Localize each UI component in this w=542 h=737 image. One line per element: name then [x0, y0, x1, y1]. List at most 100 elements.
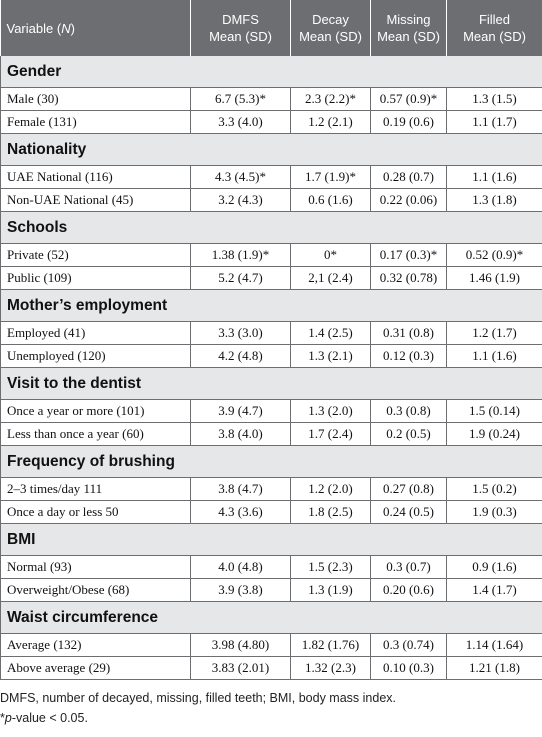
header-text: )	[70, 20, 75, 36]
data-row: UAE National (116) 4.3 (4.5)* 1.7 (1.9)* 0.…	[0, 165, 542, 189]
value-cell: 0.57 (0.9)*	[370, 87, 447, 111]
label-cell: UAE National (116)	[0, 165, 191, 189]
data-row: Once a year or more (101) 3.9 (4.7) 1.3 (2…	[0, 399, 542, 423]
header-text: Mean (SD)	[299, 29, 362, 44]
value-cell: 1.38 (1.9)*	[190, 243, 291, 267]
table-body: Gender Male (30) 6.7 (5.3)* 2.3 (2.2)* 0.57 …	[0, 56, 542, 680]
label-cell: Public (109)	[0, 266, 191, 290]
data-row: Public (109) 5.2 (4.7) 2,1 (2.4) 0.32 (0.78…	[0, 266, 542, 290]
footnotes: DMFS, number of decayed, missing, filled…	[0, 680, 542, 728]
label-cell: Once a year or more (101)	[0, 399, 191, 423]
header-cell: DMFS Mean (SD)	[190, 0, 291, 56]
value-cell: 1.14 (1.64)	[446, 633, 542, 657]
data-row: Once a day or less 50 4.3 (3.6) 1.8 (2.5) 0…	[0, 500, 542, 524]
value-cell: 1.7 (2.4)	[290, 422, 371, 446]
label-cell: Male (30)	[0, 87, 191, 111]
header-text: Variable (	[6, 20, 62, 36]
data-row: Less than once a year (60) 3.8 (4.0) 1.7 (…	[0, 422, 542, 446]
section-title: Waist circumference	[0, 601, 542, 634]
value-cell: 1.3 (2.0)	[290, 399, 371, 423]
header-text: Mean (SD)	[463, 29, 526, 44]
value-cell: 4.2 (4.8)	[190, 344, 291, 368]
header-row: Variable (N) DMFS Mean (SD) Decay Mean (SD)…	[0, 0, 542, 56]
section-title: Frequency of brushing	[0, 445, 542, 478]
value-cell: 0.31 (0.8)	[370, 321, 447, 345]
header-text: Missing	[386, 12, 431, 27]
value-cell: 1.3 (2.1)	[290, 344, 371, 368]
value-cell: 1.32 (2.3)	[290, 656, 371, 680]
value-cell: 0.28 (0.7)	[370, 165, 447, 189]
value-cell: 3.8 (4.7)	[190, 477, 291, 501]
label-cell: Overweight/Obese (68)	[0, 578, 191, 602]
value-cell: 1.2 (1.7)	[446, 321, 542, 345]
value-cell: 0.27 (0.8)	[370, 477, 447, 501]
data-row: Male (30) 6.7 (5.3)* 2.3 (2.2)* 0.57 (0.9)*…	[0, 87, 542, 111]
label-cell: Less than once a year (60)	[0, 422, 191, 446]
value-cell: 0.22 (0.06)	[370, 188, 447, 212]
value-cell: 3.3 (3.0)	[190, 321, 291, 345]
value-cell: 6.7 (5.3)*	[190, 87, 291, 111]
value-cell: 1.7 (1.9)*	[290, 165, 371, 189]
value-cell: 4.3 (3.6)	[190, 500, 291, 524]
section-title: Visit to the dentist	[0, 367, 542, 400]
value-cell: 0.32 (0.78)	[370, 266, 447, 290]
value-cell: 1.3 (1.9)	[290, 578, 371, 602]
data-row: Non-UAE National (45) 3.2 (4.3) 0.6 (1.6) 0…	[0, 188, 542, 212]
value-cell: 1.46 (1.9)	[446, 266, 542, 290]
header-cell: Variable (N)	[0, 0, 191, 56]
data-row: Female (131) 3.3 (4.0) 1.2 (2.1) 0.19 (0.6)…	[0, 110, 542, 134]
value-cell: 3.8 (4.0)	[190, 422, 291, 446]
label-cell: Female (131)	[0, 110, 191, 134]
section-row: Gender	[0, 56, 542, 88]
section-row: Mother’s employment	[0, 289, 542, 322]
section-title: Mother’s employment	[0, 289, 542, 322]
value-cell: 0.3 (0.7)	[370, 555, 447, 579]
section-row: Frequency of brushing	[0, 445, 542, 478]
header-text: N	[61, 20, 71, 36]
value-cell: 1.1 (1.6)	[446, 344, 542, 368]
section-title: Gender	[0, 56, 542, 88]
footnote-text: *	[0, 711, 5, 725]
value-cell: 1.9 (0.24)	[446, 422, 542, 446]
data-row: Normal (93) 4.0 (4.8) 1.5 (2.3) 0.3 (0.7) 0.…	[0, 555, 542, 579]
value-cell: 3.2 (4.3)	[190, 188, 291, 212]
header-cell: Filled Mean (SD)	[446, 0, 542, 56]
section-row: BMI	[0, 523, 542, 556]
value-cell: 0.10 (0.3)	[370, 656, 447, 680]
value-cell: 3.3 (4.0)	[190, 110, 291, 134]
value-cell: 0.17 (0.3)*	[370, 243, 447, 267]
value-cell: 0*	[290, 243, 371, 267]
section-row: Schools	[0, 211, 542, 244]
value-cell: 0.52 (0.9)*	[446, 243, 542, 267]
header-text: Mean (SD)	[377, 29, 440, 44]
data-row: 2–3 times/day 111 3.8 (4.7) 1.2 (2.0) 0.27 …	[0, 477, 542, 501]
value-cell: 1.4 (1.7)	[446, 578, 542, 602]
value-cell: 3.9 (3.8)	[190, 578, 291, 602]
value-cell: 1.21 (1.8)	[446, 656, 542, 680]
value-cell: 4.0 (4.8)	[190, 555, 291, 579]
value-cell: 1.1 (1.6)	[446, 165, 542, 189]
header-text: DMFS	[222, 12, 259, 27]
section-row: Nationality	[0, 133, 542, 166]
data-row: Employed (41) 3.3 (3.0) 1.4 (2.5) 0.31 (0.8…	[0, 321, 542, 345]
value-cell: 0.3 (0.74)	[370, 633, 447, 657]
section-row: Waist circumference	[0, 601, 542, 634]
value-cell: 1.5 (2.3)	[290, 555, 371, 579]
label-cell: Above average (29)	[0, 656, 191, 680]
value-cell: 1.82 (1.76)	[290, 633, 371, 657]
data-row: Private (52) 1.38 (1.9)* 0* 0.17 (0.3)* 0.52…	[0, 243, 542, 267]
data-row: Above average (29) 3.83 (2.01) 1.32 (2.3) 0…	[0, 656, 542, 680]
data-row: Overweight/Obese (68) 3.9 (3.8) 1.3 (1.9) 0…	[0, 578, 542, 602]
value-cell: 1.8 (2.5)	[290, 500, 371, 524]
value-cell: 2,1 (2.4)	[290, 266, 371, 290]
data-row: Unemployed (120) 4.2 (4.8) 1.3 (2.1) 0.12 (…	[0, 344, 542, 368]
label-cell: 2–3 times/day 111	[0, 477, 191, 501]
value-cell: 1.1 (1.7)	[446, 110, 542, 134]
value-cell: 0.19 (0.6)	[370, 110, 447, 134]
value-cell: 0.24 (0.5)	[370, 500, 447, 524]
footnote-text: -value < 0.05.	[11, 711, 88, 725]
header-text: Mean (SD)	[209, 29, 272, 44]
data-row: Average (132) 3.98 (4.80) 1.82 (1.76) 0.3 (…	[0, 633, 542, 657]
value-cell: 0.9 (1.6)	[446, 555, 542, 579]
